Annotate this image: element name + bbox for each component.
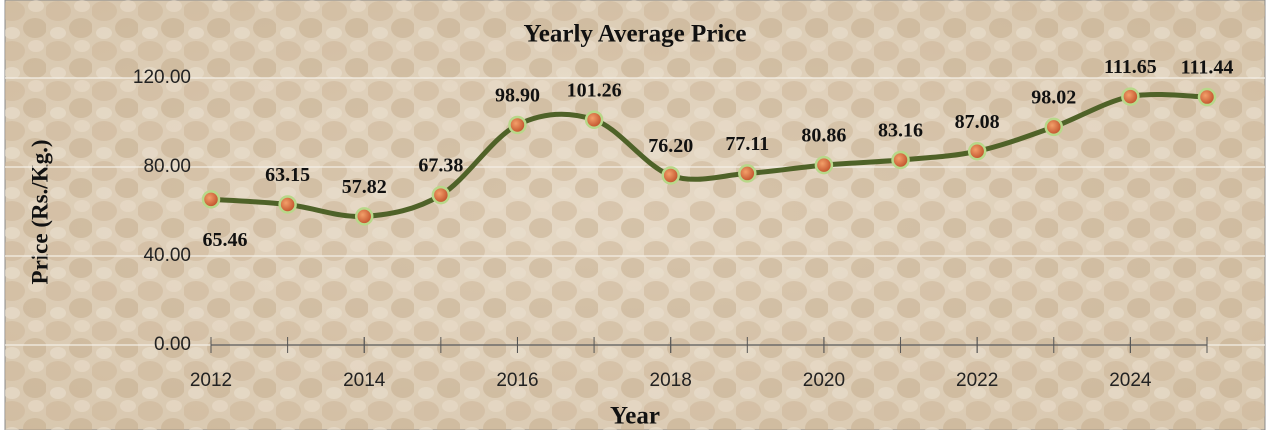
x-tick-label: 2022 [956, 370, 998, 391]
y-tick-label: 120.00 [133, 67, 191, 88]
marker [814, 155, 834, 175]
x-axis-label: Year [610, 403, 660, 430]
data-label: 98.02 [1031, 86, 1076, 108]
data-label: 65.46 [203, 229, 248, 251]
x-tick-label: 2024 [1109, 370, 1152, 391]
marker [1121, 87, 1140, 106]
x-tick-label: 2018 [650, 370, 692, 391]
data-label: 77.11 [725, 133, 769, 155]
y-tick-label: 40.00 [143, 245, 191, 266]
data-label: 101.26 [567, 79, 622, 101]
marker [967, 141, 987, 161]
marker [201, 190, 221, 209]
marker [508, 115, 527, 135]
x-tick-label: 2016 [496, 370, 538, 391]
data-label: 76.20 [648, 135, 693, 157]
y-tick-label: 80.00 [143, 156, 191, 177]
data-label: 111.44 [1181, 57, 1234, 79]
data-label: 98.90 [495, 85, 540, 107]
data-label: 67.38 [418, 155, 463, 177]
y-axis-label: Price (Rs./Kg.) [27, 140, 52, 285]
data-label: 83.16 [878, 120, 923, 142]
marker [278, 195, 297, 214]
marker [431, 185, 451, 205]
data-label: 63.15 [265, 164, 310, 186]
x-tick-label: 2012 [190, 370, 232, 391]
x-tick-label: 2020 [803, 370, 845, 391]
data-label: 57.82 [342, 176, 387, 198]
y-tick-label: 0.00 [154, 334, 191, 355]
chart-title: Yearly Average Price [523, 21, 746, 48]
marker [584, 110, 604, 129]
marker [1197, 87, 1217, 107]
marker [661, 166, 680, 185]
data-label: 87.08 [955, 111, 1000, 133]
marker [738, 164, 757, 183]
marker [354, 207, 374, 226]
data-label: 80.86 [801, 125, 846, 147]
marker [1044, 117, 1064, 137]
data-label: 111.65 [1104, 56, 1157, 78]
x-tick-label: 2014 [343, 370, 386, 391]
background-texture [5, 0, 1265, 430]
marker [891, 150, 910, 170]
